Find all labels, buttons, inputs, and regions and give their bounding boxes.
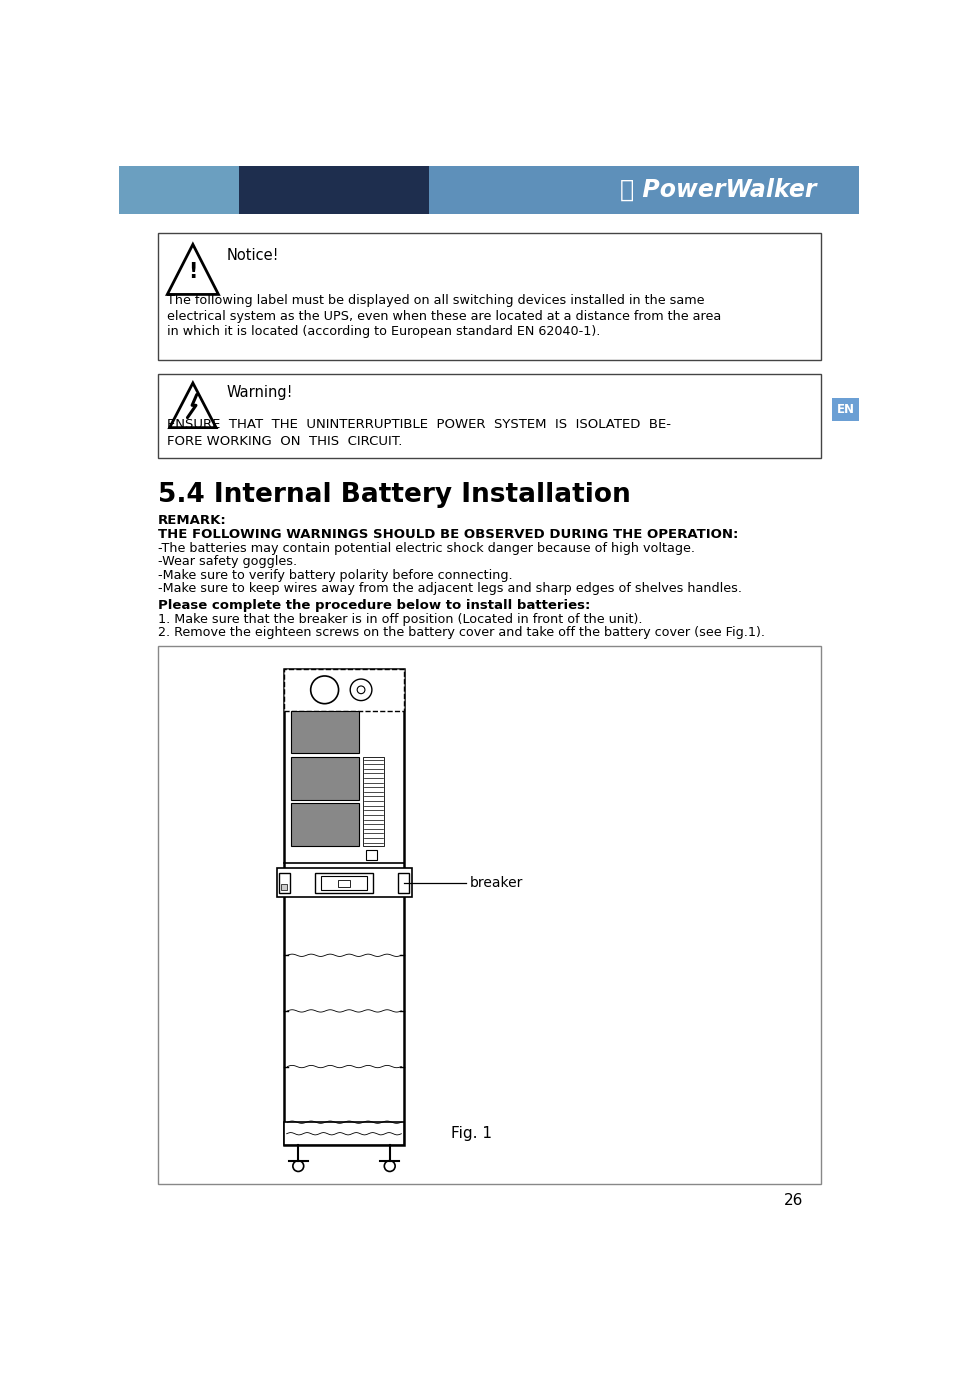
Bar [291, 803, 358, 846]
Text: electrical system as the UPS, even when these are located at a distance from the: electrical system as the UPS, even when … [167, 310, 720, 323]
Text: THE FOLLOWING WARNINGS SHOULD BE OBSERVED DURING THE OPERATION:: THE FOLLOWING WARNINGS SHOULD BE OBSERVE… [158, 528, 738, 540]
Bar [284, 669, 404, 710]
Bar [291, 757, 358, 800]
Bar [365, 850, 376, 860]
Polygon shape [167, 245, 218, 294]
Bar [276, 868, 412, 897]
Text: !: ! [188, 263, 197, 282]
Text: FORE WORKING  ON  THIS  CIRCUIT.: FORE WORKING ON THIS CIRCUIT. [167, 435, 402, 448]
Text: -Make sure to keep wires away from the adjacent legs and sharp edges of shelves : -Make sure to keep wires away from the a… [158, 582, 741, 594]
Text: 26: 26 [783, 1193, 802, 1208]
Text: -Wear safety goggles.: -Wear safety goggles. [158, 556, 296, 568]
Bar [429, 166, 858, 214]
Text: The following label must be displayed on all switching devices installed in the : The following label must be displayed on… [167, 294, 704, 307]
Bar [158, 645, 820, 1184]
Text: 1. Make sure that the breaker is in off position (Located in front of the unit).: 1. Make sure that the breaker is in off … [158, 614, 641, 626]
Bar [831, 398, 858, 422]
Text: 2. Remove the eighteen screws on the battery cover and take off the battery cove: 2. Remove the eighteen screws on the bat… [158, 626, 764, 640]
Text: breaker: breaker [469, 876, 522, 890]
Bar [284, 1122, 404, 1146]
Text: -Make sure to verify battery polarity before connecting.: -Make sure to verify battery polarity be… [158, 568, 512, 582]
Text: -The batteries may contain potential electric shock danger because of high volta: -The batteries may contain potential ele… [158, 542, 695, 556]
Text: REMARK:: REMARK: [158, 514, 227, 527]
Text: EN: EN [836, 404, 854, 416]
Text: Fig. 1: Fig. 1 [451, 1126, 492, 1142]
Text: 5.4 Internal Battery Installation: 5.4 Internal Battery Installation [158, 481, 630, 507]
Text: in which it is located (according to European standard EN 62040-1).: in which it is located (according to Eur… [167, 325, 600, 339]
Bar [337, 879, 350, 887]
Bar [320, 876, 367, 890]
Bar [158, 373, 820, 459]
Bar [397, 873, 409, 894]
Bar [119, 166, 239, 214]
Bar [314, 872, 373, 893]
Text: Ⓟ PowerWalker: Ⓟ PowerWalker [619, 178, 816, 202]
Bar [291, 710, 358, 753]
Bar [284, 669, 404, 1146]
Bar [278, 873, 290, 894]
Bar [239, 166, 429, 214]
Polygon shape [170, 383, 216, 427]
Bar [362, 757, 384, 846]
Text: Please complete the procedure below to install batteries:: Please complete the procedure below to i… [158, 600, 590, 612]
Text: ENSURE  THAT  THE  UNINTERRUPTIBLE  POWER  SYSTEM  IS  ISOLATED  BE-: ENSURE THAT THE UNINTERRUPTIBLE POWER SY… [167, 419, 671, 431]
Text: Warning!: Warning! [226, 386, 293, 401]
Bar [281, 884, 287, 890]
Bar [158, 232, 820, 359]
Text: Notice!: Notice! [226, 249, 278, 264]
